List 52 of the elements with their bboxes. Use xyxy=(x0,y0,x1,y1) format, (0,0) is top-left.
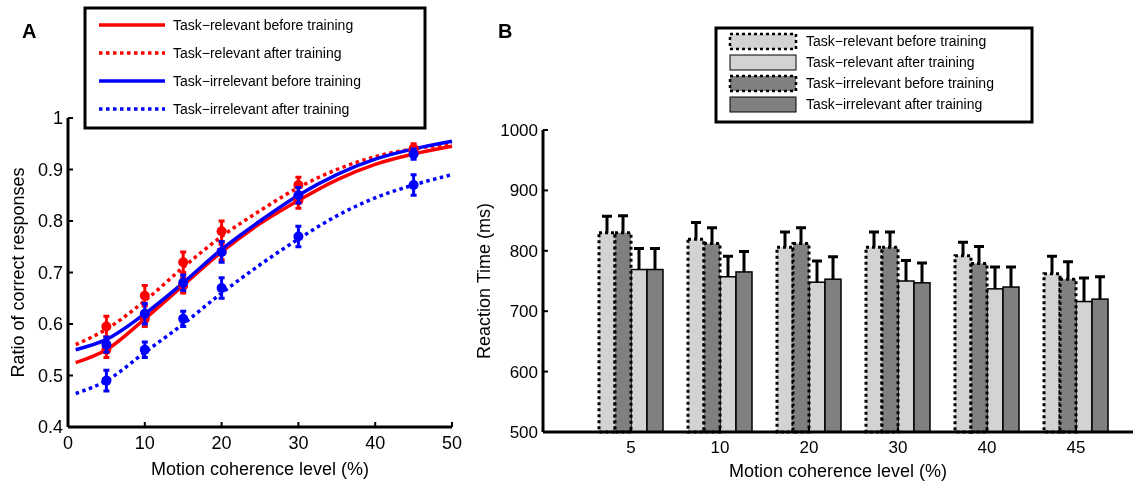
chart-title: B xyxy=(498,20,513,42)
y-tick-label: 700 xyxy=(509,302,538,322)
point xyxy=(139,344,150,355)
point xyxy=(178,257,189,268)
y-tick-label: 0.8 xyxy=(37,211,63,232)
legend-label: Task−relevant after training xyxy=(806,54,975,70)
point xyxy=(139,290,150,301)
x-tick-label: 20 xyxy=(211,433,232,453)
point xyxy=(216,282,227,293)
y-tick-label: 0.6 xyxy=(37,314,63,335)
point xyxy=(408,179,419,190)
x-tick-label: 45 xyxy=(1066,438,1086,457)
x-tick-label: 10 xyxy=(134,433,155,453)
y-tick-label: 0.4 xyxy=(37,417,63,438)
y-tick-label: 1 xyxy=(52,108,63,129)
point xyxy=(101,321,112,332)
x-tick-label: 30 xyxy=(888,438,908,457)
legend-label: Task−relevant before training xyxy=(806,33,987,49)
y-tick-label: 0.7 xyxy=(37,262,63,283)
x-axis-title: Motion coherence level (%) xyxy=(150,459,370,479)
legend-label: Task−irrelevant after training xyxy=(173,101,350,117)
x-tick-label: 5 xyxy=(626,438,636,457)
x-tick-label: 0 xyxy=(62,433,74,453)
y-tick-label: 500 xyxy=(509,422,538,442)
point xyxy=(216,226,227,237)
point xyxy=(293,190,304,201)
legend-label: Task−irrelevant before training xyxy=(173,73,361,89)
point xyxy=(101,375,112,386)
point xyxy=(293,231,304,242)
legend-label: Task−relevant before training xyxy=(173,17,354,33)
point xyxy=(178,313,189,324)
legend-label: Task−irrelevant after training xyxy=(806,96,983,112)
x-tick-label: 30 xyxy=(288,433,309,453)
x-tick-label: 40 xyxy=(977,438,997,457)
legend-label: Task−irrelevant before training xyxy=(806,75,994,91)
x-tick-label: 10 xyxy=(710,438,730,457)
y-tick-label: 900 xyxy=(509,181,538,201)
chart-title: A xyxy=(22,20,37,42)
y-tick-label: 800 xyxy=(509,241,538,261)
y-axis-title: Ratio of correct responses xyxy=(8,167,28,378)
point xyxy=(101,339,112,350)
x-tick-label: 20 xyxy=(799,438,819,457)
legend-label: Task−relevant after training xyxy=(173,45,342,61)
y-tick-label: 1000 xyxy=(500,120,538,140)
y-tick-label: 0.9 xyxy=(37,159,63,180)
point xyxy=(139,308,150,319)
y-axis-title: Reaction Time (ms) xyxy=(474,202,494,360)
y-tick-label: 600 xyxy=(509,362,538,382)
x-tick-label: 50 xyxy=(441,433,463,453)
x-tick-label: 40 xyxy=(365,433,386,453)
x-axis-title: Motion coherence level (%) xyxy=(728,461,948,481)
y-tick-label: 0.5 xyxy=(37,365,63,386)
